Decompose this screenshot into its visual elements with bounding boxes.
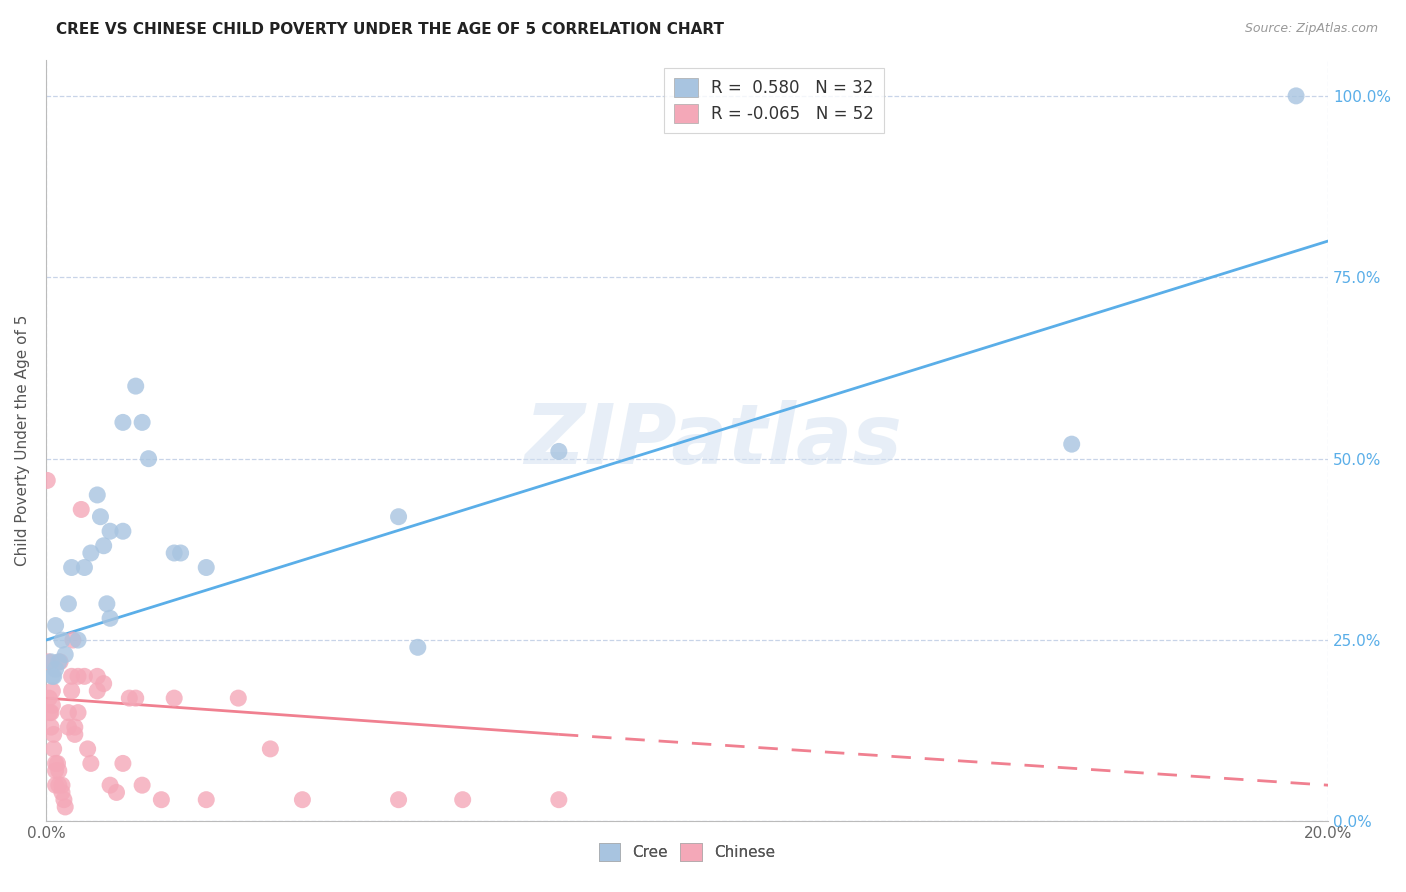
Point — [48, 778, 70, 792]
Point — [105, 785, 128, 799]
Point — [38, 706, 60, 720]
Point — [98, 611, 121, 625]
Point — [96, 597, 118, 611]
Point — [42, 742, 65, 756]
Point — [38, 691, 60, 706]
Point — [98, 524, 121, 539]
Point — [138, 451, 160, 466]
Point — [86, 684, 108, 698]
Point — [62, 633, 84, 648]
Point — [60, 560, 83, 574]
Point — [52, 793, 75, 807]
Point — [53, 800, 76, 814]
Point — [38, 655, 60, 669]
Point — [48, 764, 70, 778]
Point — [259, 742, 281, 756]
Legend: Cree, Chinese: Cree, Chinese — [593, 838, 782, 867]
Point — [41, 684, 63, 698]
Point — [547, 793, 569, 807]
Point — [58, 597, 80, 611]
Point — [406, 640, 429, 655]
Point — [163, 691, 186, 706]
Point — [80, 546, 103, 560]
Point — [66, 633, 89, 648]
Text: ZIPatlas: ZIPatlas — [524, 400, 901, 481]
Point — [387, 509, 409, 524]
Point — [51, 633, 73, 648]
Point — [150, 793, 173, 807]
Point — [547, 444, 569, 458]
Point — [66, 706, 89, 720]
Point — [49, 655, 72, 669]
Point — [51, 785, 73, 799]
Point — [70, 502, 93, 516]
Point — [63, 720, 86, 734]
Point — [86, 669, 108, 683]
Point — [39, 720, 62, 734]
Text: CREE VS CHINESE CHILD POVERTY UNDER THE AGE OF 5 CORRELATION CHART: CREE VS CHINESE CHILD POVERTY UNDER THE … — [56, 22, 724, 37]
Point — [451, 793, 474, 807]
Point — [46, 756, 69, 771]
Point — [226, 691, 249, 706]
Point — [111, 524, 134, 539]
Point — [80, 756, 103, 771]
Y-axis label: Child Poverty Under the Age of 5: Child Poverty Under the Age of 5 — [15, 315, 30, 566]
Point — [1060, 437, 1083, 451]
Point — [41, 669, 63, 683]
Point — [60, 684, 83, 698]
Point — [37, 474, 59, 488]
Text: Source: ZipAtlas.com: Source: ZipAtlas.com — [1244, 22, 1378, 36]
Point — [45, 764, 67, 778]
Point — [86, 488, 108, 502]
Point — [41, 698, 63, 713]
Point — [45, 778, 67, 792]
Point — [58, 720, 80, 734]
Point — [131, 778, 153, 792]
Point — [169, 546, 191, 560]
Point — [66, 669, 89, 683]
Point — [125, 379, 148, 393]
Point — [60, 669, 83, 683]
Point — [111, 416, 134, 430]
Point — [131, 416, 153, 430]
Point — [53, 648, 76, 662]
Point — [73, 669, 96, 683]
Point — [45, 756, 67, 771]
Point — [45, 662, 67, 676]
Point — [58, 706, 80, 720]
Point — [51, 778, 73, 792]
Point — [39, 655, 62, 669]
Point — [387, 793, 409, 807]
Point — [125, 691, 148, 706]
Point — [118, 691, 141, 706]
Point — [111, 756, 134, 771]
Point — [39, 706, 62, 720]
Point — [48, 655, 70, 669]
Point — [1285, 88, 1308, 103]
Point — [42, 669, 65, 683]
Point — [89, 509, 111, 524]
Point — [76, 742, 98, 756]
Point — [195, 560, 218, 574]
Point — [98, 778, 121, 792]
Point — [163, 546, 186, 560]
Point — [195, 793, 218, 807]
Point — [93, 539, 115, 553]
Point — [45, 618, 67, 632]
Point — [93, 676, 115, 690]
Point — [42, 727, 65, 741]
Point — [73, 560, 96, 574]
Point — [63, 727, 86, 741]
Point — [291, 793, 314, 807]
